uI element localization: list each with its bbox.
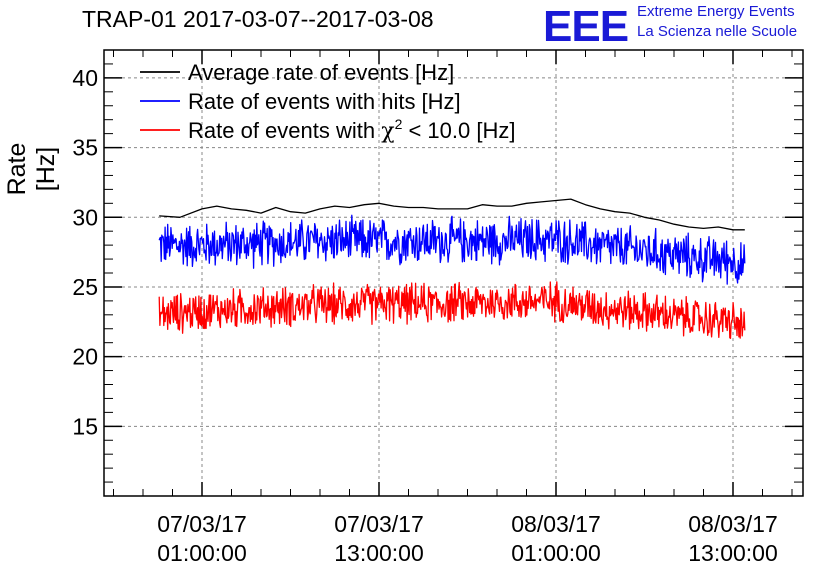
y-tick-label: 20 (72, 344, 98, 370)
grid (104, 50, 803, 496)
y-tick-label: 15 (72, 413, 98, 439)
y-tick-label: 35 (72, 135, 98, 161)
series-line-2 (158, 281, 746, 339)
series-line-1 (158, 214, 746, 285)
x-tick-label-time: 13:00:00 (334, 540, 424, 566)
eee-logo: EEE (543, 2, 629, 51)
ticks: 15 20 25 30 35 40 07/03/17 01:00:00 07/03/17 13:0… (72, 49, 803, 566)
x-tick-label-time: 13:00:00 (688, 540, 778, 566)
x-tick-label-time: 01:00:00 (511, 540, 601, 566)
legend-label-2: Rate of events with χ2 < 10.0 [Hz] (188, 116, 515, 144)
y-tick-label: 40 (72, 65, 98, 91)
x-tick-label-date: 08/03/17 (688, 511, 778, 537)
y-tick-label: 30 (72, 204, 98, 230)
x-tick-label-time: 01:00:00 (157, 540, 247, 566)
legend-label-0: Average rate of events [Hz] (188, 60, 454, 85)
x-tick-label-date: 08/03/17 (511, 511, 601, 537)
x-tick-label-date: 07/03/17 (157, 511, 247, 537)
legend: Average rate of events [Hz] Rate of event… (140, 60, 515, 144)
chart-title: TRAP-01 2017-03-07--2017-03-08 (82, 6, 434, 32)
logo-line-2: La Scienza nelle Scuole (637, 23, 798, 40)
series-group (158, 198, 746, 339)
legend-label-1: Rate of events with hits [Hz] (188, 89, 461, 114)
x-tick-label-date: 07/03/17 (334, 511, 424, 537)
series-line-0 (159, 198, 745, 231)
logo-line-1: Extreme Energy Events (637, 3, 795, 20)
y-tick-label: 25 (72, 274, 98, 300)
